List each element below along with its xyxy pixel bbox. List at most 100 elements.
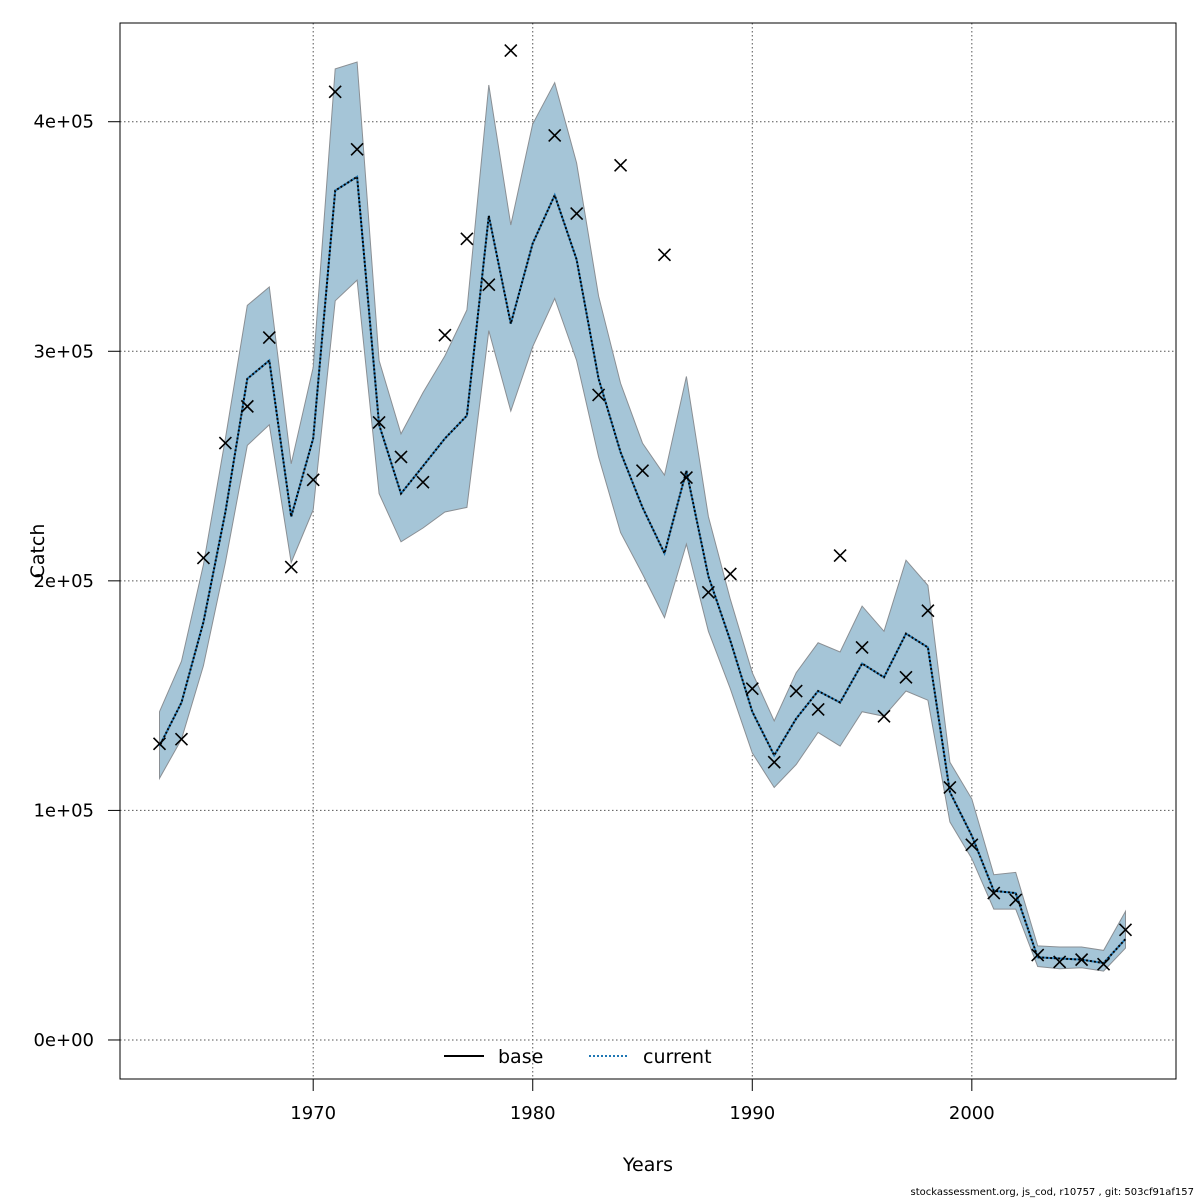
legend-item-base: base: [444, 1046, 543, 1068]
observed-point-2004: [1053, 955, 1067, 969]
observed-point-stroke-b: [679, 470, 693, 485]
observed-point-stroke-b: [1031, 948, 1045, 962]
y-tick-label: 3e+05: [33, 341, 94, 362]
observed-point-1983: [592, 388, 606, 402]
observed-point-1992: [789, 684, 803, 698]
observed-point-stroke-b: [284, 560, 298, 574]
observed-point-stroke-b: [152, 737, 167, 751]
observed-point-stroke-b: [1118, 923, 1133, 937]
legend: base current: [444, 1046, 712, 1068]
observed-point-1990: [745, 682, 759, 696]
y-axis-title: Catch: [27, 524, 49, 579]
observed-point-stroke-b: [921, 604, 935, 618]
observed-point-stroke-b: [416, 475, 430, 489]
observed-point-stroke-b: [306, 473, 320, 487]
observed-point-1973: [372, 415, 386, 430]
x-axis-title: Years: [622, 1154, 673, 1176]
observed-point-1972: [350, 142, 364, 156]
observed-point-stroke-b: [965, 838, 979, 852]
observed-point-2006: [1096, 957, 1111, 971]
observed-point-stroke-b: [635, 464, 650, 478]
y-tick-label: 1e+05: [33, 800, 94, 821]
observed-point-stroke-b: [745, 682, 759, 696]
observed-point-stroke-b: [1096, 957, 1111, 971]
observed-point-1984: [613, 158, 628, 172]
y-tick-label: 0e+00: [33, 1030, 94, 1051]
observed-point-stroke-b: [592, 388, 606, 402]
x-tick-label: 1970: [290, 1103, 336, 1124]
observed-point-stroke-b: [460, 232, 474, 246]
observed-point-2002: [1009, 893, 1023, 907]
observed-point-stroke-b: [833, 549, 847, 563]
observed-point-stroke-b: [723, 567, 737, 581]
observed-point-1998: [921, 604, 935, 618]
observed-point-1994: [833, 549, 847, 563]
footer-credit: stockassessment.org, js_cod, r10757 , gi…: [910, 1187, 1194, 1198]
x-tick-label: 1990: [729, 1103, 775, 1124]
observed-point-1997: [899, 670, 913, 684]
legend-label-base: base: [498, 1046, 543, 1068]
observed-point-1987: [679, 470, 693, 485]
observed-point-stroke-b: [504, 43, 518, 58]
observed-point-stroke-b: [855, 640, 869, 654]
observed-point-1982: [570, 206, 584, 221]
observed-point-stroke-b: [613, 158, 628, 172]
observed-point-stroke-b: [262, 330, 276, 345]
observed-point-stroke-b: [570, 206, 584, 221]
observed-point-2000: [965, 838, 979, 852]
observed-point-1969: [284, 560, 298, 574]
x-axis: 1970 1980 1990 2000: [290, 1079, 995, 1124]
observed-point-stroke-b: [438, 328, 452, 342]
observed-point-stroke-b: [811, 702, 825, 716]
observed-point-stroke-b: [789, 684, 803, 698]
estimate-lines: [158, 175, 1127, 965]
observed-point-stroke-b: [899, 670, 913, 684]
observed-point-stroke-b: [987, 886, 1001, 900]
observed-point-1977: [460, 232, 474, 246]
observed-point-1966: [218, 436, 232, 450]
observed-point-1971: [328, 85, 342, 99]
observed-point-stroke-b: [482, 278, 496, 292]
observed-point-1988: [701, 585, 715, 599]
observed-point-stroke-b: [548, 128, 562, 143]
observed-point-1999: [943, 780, 957, 795]
observed-point-stroke-b: [218, 436, 232, 450]
observed-point-stroke-b: [943, 780, 957, 795]
observed-point-stroke-b: [1053, 955, 1067, 969]
confidence-band-area: [159, 61, 1126, 972]
observed-point-stroke-b: [350, 142, 364, 156]
observed-point-2007: [1118, 923, 1133, 937]
observed-point-1986: [657, 248, 672, 262]
observed-point-1978: [482, 278, 496, 292]
observed-point-stroke-b: [394, 450, 408, 464]
observed-point-stroke-b: [196, 551, 210, 565]
y-tick-label: 2e+05: [33, 571, 94, 592]
observed-point-1975: [416, 475, 430, 489]
observed-point-stroke-b: [240, 399, 254, 413]
observed-point-1981: [548, 128, 562, 143]
observed-point-1991: [767, 755, 781, 769]
observed-point-1974: [394, 450, 408, 464]
observed-point-stroke-b: [701, 585, 715, 599]
observed-point-stroke-b: [657, 248, 672, 262]
observed-point-2003: [1031, 948, 1045, 962]
observed-point-1963: [152, 737, 167, 751]
observed-point-1976: [438, 328, 452, 342]
observed-point-stroke-b: [877, 709, 891, 723]
x-tick-label: 2000: [949, 1103, 995, 1124]
observed-point-2005: [1075, 953, 1089, 967]
plot-frame: [119, 22, 1177, 1080]
observed-point-1995: [855, 640, 869, 654]
observed-point-1979: [504, 43, 518, 58]
observed-point-2001: [987, 886, 1001, 900]
observed-point-stroke-b: [1075, 953, 1089, 967]
observed-point-1996: [877, 709, 891, 723]
observed-point-1993: [811, 702, 825, 716]
observed-point-1968: [262, 330, 276, 345]
series-line-current-blue: [158, 175, 1127, 965]
observed-point-1970: [306, 473, 320, 487]
observed-point-1967: [240, 399, 254, 413]
legend-label-current: current: [643, 1046, 712, 1068]
x-tick-label: 1980: [510, 1103, 556, 1124]
